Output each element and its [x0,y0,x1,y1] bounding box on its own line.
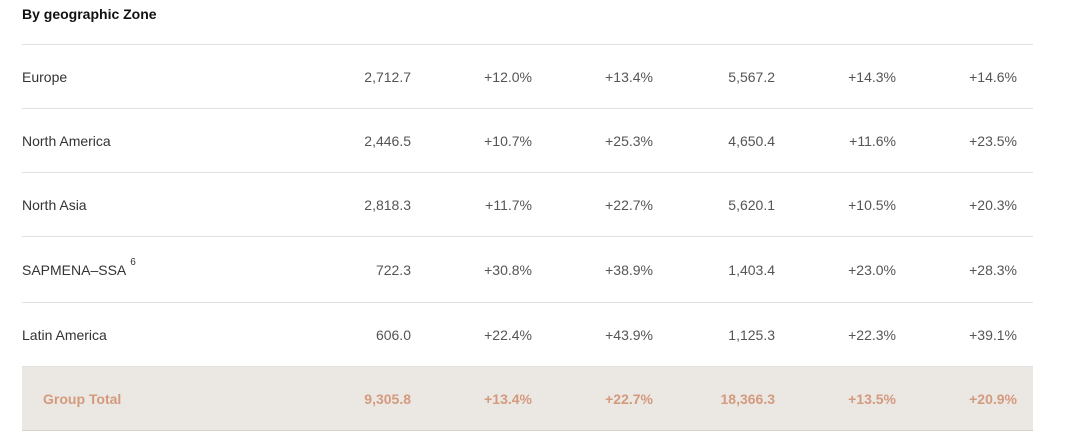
value-cell: +14.6% [969,68,1017,85]
total-value-cell: +20.9% [969,390,1017,407]
value-cell: +11.6% [849,132,896,149]
value-cell: 5,567.2 [728,68,775,85]
value-cell: 1,125.3 [728,326,775,343]
total-value-cell: 18,366.3 [720,390,776,407]
value-cell: +11.7% [485,196,532,213]
value-cell: +13.4% [605,68,653,85]
value-cell: +22.7% [605,196,653,213]
table-row-latin-america: Latin America 606.0 +22.4% +43.9% 1,125.… [22,303,1033,367]
table-row-group-total: Group Total 9,305.8 +13.4% +22.7% 18,366… [22,367,1033,431]
value-cell: 2,712.7 [364,68,411,85]
zone-label: North America [22,132,111,149]
value-cell: 2,818.3 [364,196,411,213]
value-cell: 4,650.4 [728,132,775,149]
total-value-cell: +13.4% [484,390,532,407]
value-cell: +25.3% [605,132,653,149]
value-cell: +22.4% [484,326,532,343]
value-cell: +23.0% [848,261,896,278]
value-cell: 722.3 [375,261,411,278]
value-cell: 1,403.4 [728,261,775,278]
value-cell: +22.3% [848,326,896,343]
value-cell: 606.0 [375,326,411,343]
value-cell: 2,446.5 [364,132,411,149]
zone-label: Europe [22,68,68,85]
total-value-cell: 9,305.8 [364,390,411,407]
zone-label-text: SAPMENA–SSA [22,261,127,278]
section-title: By geographic Zone [22,6,157,22]
value-cell: +43.9% [605,326,653,343]
value-cell: +39.1% [969,326,1017,343]
table-row-north-america: North America 2,446.5 +10.7% +25.3% 4,65… [22,109,1033,173]
value-cell: +30.8% [484,261,532,278]
value-cell: +10.7% [484,132,532,149]
value-cell: +20.3% [969,196,1017,213]
value-cell: +23.5% [969,132,1017,149]
value-cell: +12.0% [484,68,532,85]
value-cell: +10.5% [848,196,896,213]
geographic-zone-table: Europe 2,712.7 +12.0% +13.4% 5,567.2 +14… [22,44,1033,431]
table-row-north-asia: North Asia 2,818.3 +11.7% +22.7% 5,620.1… [22,173,1033,237]
table-row-sapmena-ssa: SAPMENA–SSA 6 722.3 +30.8% +38.9% 1,403.4… [22,237,1033,303]
zone-label: North Asia [22,196,87,213]
value-cell: 5,620.1 [728,196,775,213]
value-cell: +14.3% [848,68,896,85]
zone-label: Latin America [22,326,107,343]
total-value-cell: +13.5% [848,390,896,407]
table-row-europe: Europe 2,712.7 +12.0% +13.4% 5,567.2 +14… [22,45,1033,109]
total-label: Group Total [43,390,122,407]
total-value-cell: +22.7% [605,390,653,407]
value-cell: +38.9% [605,261,653,278]
zone-label: SAPMENA–SSA 6 [22,256,136,278]
value-cell: +28.3% [969,261,1017,278]
